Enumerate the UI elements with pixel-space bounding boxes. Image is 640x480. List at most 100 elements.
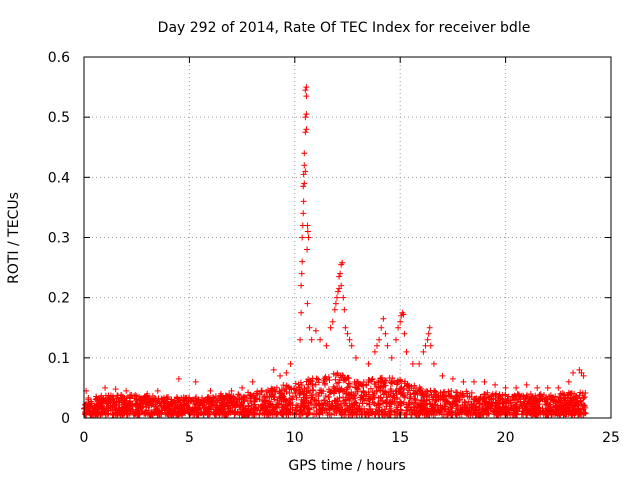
data-point [447,404,454,411]
data-point [391,394,398,401]
data-point [313,391,320,398]
data-point [143,410,150,417]
data-point [193,400,200,407]
data-point [572,404,579,411]
data-point [540,408,547,415]
data-point [387,400,394,407]
data-point [492,381,499,388]
data-point [325,394,332,401]
data-point [339,259,346,266]
data-point [301,180,308,187]
data-point [242,411,249,418]
data-point [85,402,92,409]
data-point [222,392,229,399]
data-point [369,375,376,382]
data-point [317,336,324,343]
data-point [135,405,142,412]
data-point [481,378,488,385]
data-point [361,389,368,396]
data-point [303,93,310,100]
data-point [132,410,139,417]
data-point [93,393,100,400]
data-point [392,336,399,343]
data-point [263,404,270,411]
data-point [380,382,387,389]
data-point [277,389,284,396]
data-point [114,392,121,399]
data-point [307,377,314,384]
data-point [230,402,237,409]
data-point [152,398,159,405]
data-point [287,360,294,367]
data-point [454,392,461,399]
axis-ticks [83,56,612,419]
data-point [246,391,253,398]
data-point [252,403,259,410]
data-point [440,405,447,412]
data-point [118,405,125,412]
data-point [164,395,171,402]
data-point [227,397,234,404]
data-point [284,383,291,390]
data-point [247,407,254,414]
data-point [180,404,187,411]
data-point [287,409,294,416]
data-point [421,410,428,417]
data-point [160,394,167,401]
data-point [468,407,475,414]
data-point [511,397,518,404]
data-point [267,402,274,409]
data-point [377,394,384,401]
data-point [204,399,211,406]
data-point [283,411,290,418]
data-point [123,387,130,394]
data-point [329,400,336,407]
data-point [463,388,470,395]
data-point [412,396,419,403]
y-tick-label: 0.2 [48,291,70,307]
data-point [370,399,377,406]
data-point [338,282,345,289]
data-point [207,410,214,417]
data-point [346,380,353,387]
data-point [203,399,210,406]
data-point [225,409,232,416]
data-point [110,411,117,418]
data-point [107,397,114,404]
data-point [154,387,161,394]
data-point [511,392,518,399]
data-point [414,407,421,414]
data-point [302,129,309,136]
data-point [256,396,263,403]
data-point [546,393,553,400]
data-point [529,404,536,411]
data-point [367,395,374,402]
data-point [386,411,393,418]
data-point [163,402,170,409]
data-point [374,342,381,349]
data-point [170,410,177,417]
data-point [308,336,315,343]
data-point [430,406,437,413]
data-point [172,399,179,406]
data-point [384,396,391,403]
data-point [416,360,423,367]
data-point [382,330,389,337]
data-point [561,397,568,404]
data-point [268,394,275,401]
data-point [260,405,267,412]
data-point [376,401,383,408]
data-point [358,394,365,401]
data-point [181,398,188,405]
data-point [304,228,311,235]
data-point [243,405,250,412]
data-point [244,398,251,405]
data-point [210,396,217,403]
data-point [544,384,551,391]
data-point [192,405,199,412]
data-point [366,401,373,408]
data-point [379,411,386,418]
data-point [532,398,539,405]
y-tick-label: 0 [61,411,70,427]
data-point [261,411,268,418]
